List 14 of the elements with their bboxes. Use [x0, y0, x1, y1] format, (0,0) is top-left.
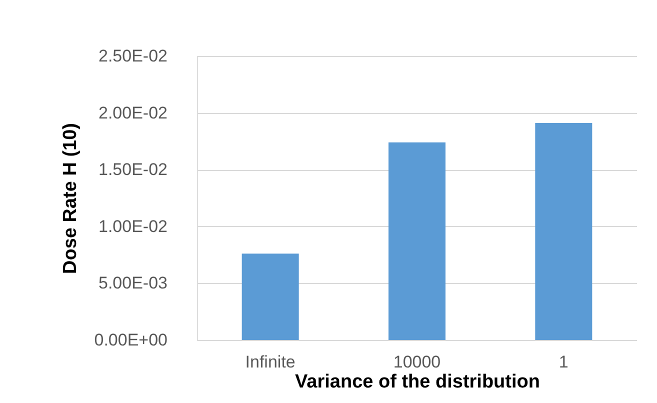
x-tick-label: 10000 [393, 352, 441, 372]
y-tick-label: 0.00E+00 [94, 330, 168, 350]
y-tick-label: 2.00E-02 [98, 103, 168, 122]
bar [388, 142, 446, 340]
bar [242, 254, 299, 340]
x-tick-label: Infinite [245, 352, 296, 372]
y-tick-label: 1.50E-02 [98, 160, 168, 180]
bar [535, 123, 592, 340]
y-axis-title: Dose Rate H (10) [60, 123, 82, 274]
y-tick-label: 2.50E-02 [98, 46, 168, 66]
x-axis-title: Variance of the distribution [295, 372, 540, 392]
y-tick-label: 1.00E-02 [98, 216, 168, 236]
y-tick-label: 5.00E-03 [98, 274, 168, 293]
x-tick-label: 1 [558, 352, 568, 372]
